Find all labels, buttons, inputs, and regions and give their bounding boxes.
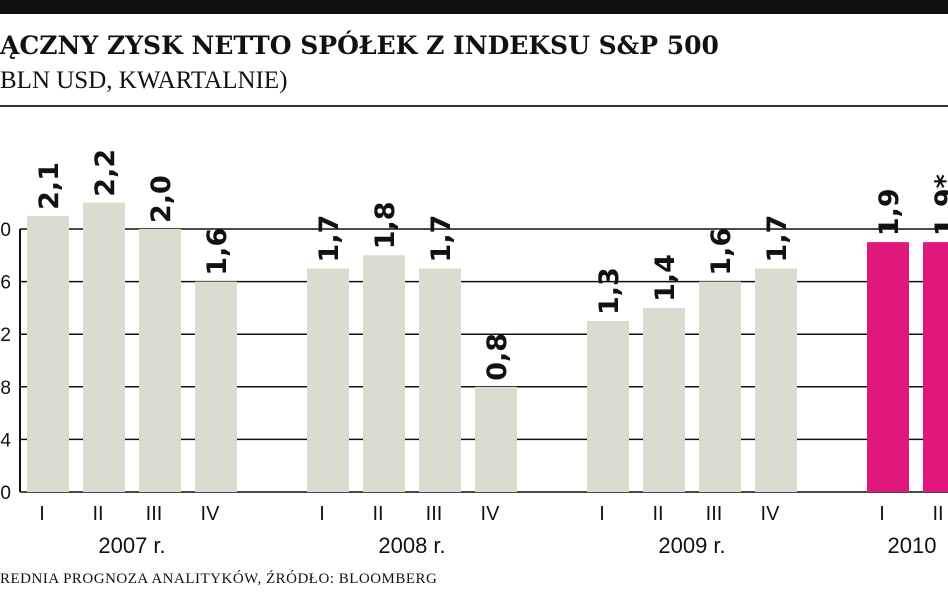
quarter-label: I	[39, 503, 45, 525]
bar	[755, 268, 797, 492]
value-label: 1,9	[874, 188, 905, 236]
y-tick-label: 1,2	[0, 325, 11, 346]
bar	[923, 242, 948, 492]
bar	[27, 215, 69, 492]
bar	[83, 202, 125, 492]
quarter-label: II	[652, 503, 663, 525]
bar	[587, 321, 629, 492]
bar	[363, 255, 405, 492]
bar	[643, 307, 685, 492]
quarter-label: III	[146, 503, 163, 525]
quarter-label: II	[932, 503, 943, 525]
value-label: 1,4	[650, 254, 681, 302]
quarter-label: IV	[201, 503, 221, 525]
bar	[699, 281, 741, 492]
bar	[195, 281, 237, 492]
top-band	[0, 0, 948, 14]
quarter-label: I	[319, 503, 325, 525]
y-tick-label: 2,0	[0, 220, 11, 241]
value-label: 1,6	[202, 228, 233, 276]
bar	[307, 268, 349, 492]
year-label: 2007 r.	[98, 533, 165, 558]
value-label: 1,7	[762, 215, 793, 263]
year-label: 2010	[888, 533, 937, 558]
value-label: 0,8	[482, 333, 513, 381]
y-tick-label: 1,6	[0, 273, 11, 294]
chart-title: ĄCZNY ZYSK NETTO SPÓŁEK Z INDEKSU S&P 50…	[0, 31, 719, 60]
value-label: 1,7	[314, 215, 345, 263]
quarter-label: III	[426, 503, 443, 525]
value-label: 1,9*	[930, 174, 948, 236]
quarter-label: II	[372, 503, 383, 525]
y-tick-label: 0,4	[0, 430, 11, 451]
bar	[475, 386, 517, 492]
bar	[419, 268, 461, 492]
y-tick-label: 0,0	[0, 483, 11, 504]
footnote: REDNIA PROGNOZA ANALITYKÓW, ŹRÓDŁO: BLOO…	[0, 570, 437, 587]
bar	[139, 229, 181, 492]
value-label: 1,8	[370, 201, 401, 249]
quarter-label: IV	[761, 503, 781, 525]
quarter-label: III	[706, 503, 723, 525]
quarter-label: I	[599, 503, 605, 525]
year-label: 2009 r.	[658, 533, 725, 558]
value-label: 2,0	[146, 175, 177, 223]
quarter-label: II	[92, 503, 103, 525]
value-label: 1,7	[426, 215, 457, 263]
bar	[867, 242, 909, 492]
y-tick-label: 0,8	[0, 378, 11, 399]
quarter-label: IV	[481, 503, 501, 525]
value-label: 1,3	[594, 267, 625, 315]
quarter-label: I	[879, 503, 885, 525]
chart-subtitle: BLN USD, KWARTALNIE)	[0, 67, 287, 94]
value-label: 2,1	[34, 162, 65, 210]
value-label: 2,2	[90, 149, 121, 197]
year-label: 2008 r.	[378, 533, 445, 558]
value-label: 1,6	[706, 228, 737, 276]
